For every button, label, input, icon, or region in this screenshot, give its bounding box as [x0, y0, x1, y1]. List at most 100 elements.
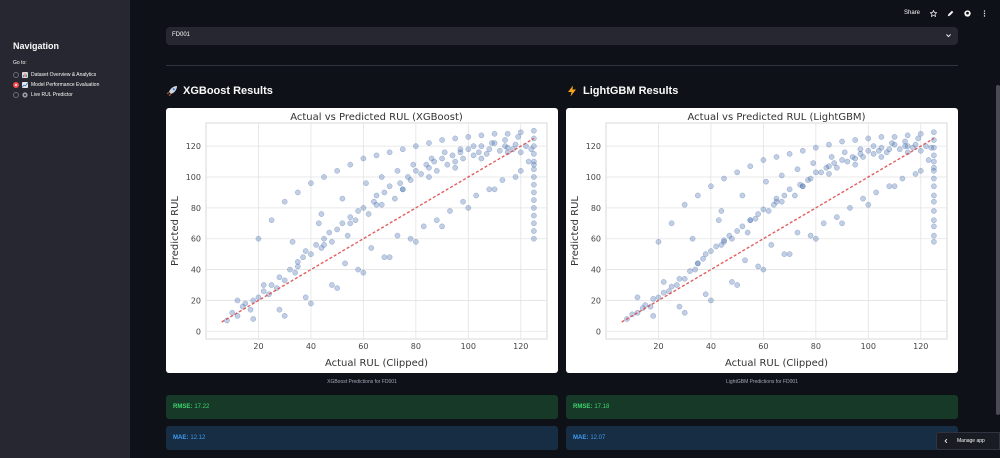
github-icon[interactable]: [964, 9, 971, 17]
radio-button-selected[interactable]: [13, 81, 19, 88]
data-point: [799, 147, 806, 154]
data-point: [260, 282, 267, 288]
data-point: [373, 152, 380, 159]
data-point: [339, 220, 346, 227]
data-point: [394, 167, 401, 174]
data-point: [294, 259, 301, 265]
radio-button[interactable]: [13, 71, 19, 78]
data-point: [399, 186, 406, 193]
x-tick-label: 120: [913, 342, 928, 351]
data-point: [360, 205, 367, 211]
data-point: [334, 167, 341, 174]
data-point: [655, 238, 662, 245]
radio-button[interactable]: [13, 91, 19, 98]
dataset-select-value: FD001: [172, 32, 191, 38]
data-point: [755, 211, 761, 217]
data-point: [418, 171, 424, 177]
data-point: [334, 226, 341, 233]
manage-app-button[interactable]: Manage app: [936, 432, 1000, 450]
data-point: [700, 255, 706, 262]
data-point: [531, 220, 537, 227]
data-point: [739, 192, 746, 199]
data-point: [865, 147, 872, 154]
data-point: [778, 198, 785, 205]
data-point: [865, 201, 872, 208]
data-point: [739, 223, 746, 230]
nav-option-dataset-overview[interactable]: Dataset Overview & Analytics: [13, 70, 96, 79]
data-point: [517, 129, 524, 136]
data-point: [475, 149, 482, 156]
dataset-select[interactable]: FD001: [166, 27, 958, 45]
data-point: [734, 282, 741, 288]
scrollbar[interactable]: [996, 85, 1000, 415]
data-point: [833, 164, 840, 171]
chart-icon: [22, 81, 28, 88]
rocket-icon: [167, 86, 177, 96]
data-point: [870, 151, 877, 157]
y-axis-label: Predicted RUL: [570, 196, 581, 266]
nav-option-model-performance[interactable]: Model Performance Evaluation: [13, 80, 99, 89]
edit-icon[interactable]: [947, 10, 954, 17]
more-icon[interactable]: [981, 9, 988, 17]
data-point: [281, 198, 288, 205]
data-point: [718, 208, 725, 214]
plot-area: [605, 122, 948, 340]
data-point: [531, 151, 537, 157]
data-point: [287, 266, 293, 273]
data-point: [439, 155, 445, 162]
data-point: [255, 294, 262, 301]
data-point: [708, 297, 714, 304]
nav-option-label: Live RUL Predictor: [31, 91, 73, 98]
data-point: [531, 212, 537, 219]
data-point: [347, 220, 354, 227]
data-point: [334, 285, 341, 291]
data-point: [449, 152, 456, 159]
data-point: [234, 313, 241, 319]
data-point: [276, 274, 283, 281]
data-point: [915, 135, 921, 142]
data-point: [531, 181, 537, 188]
share-button[interactable]: Share: [903, 10, 920, 16]
data-point: [433, 217, 440, 224]
lightgbm-caption: LightGBM Predictions for FD001: [726, 379, 798, 385]
data-point: [904, 132, 911, 139]
star-icon[interactable]: [930, 9, 937, 17]
data-point: [812, 169, 819, 176]
data-point: [681, 201, 688, 208]
data-point: [515, 134, 521, 140]
sidebar: Navigation Go to: Dataset Overview & Ana…: [0, 0, 130, 458]
data-point: [439, 223, 445, 230]
data-point: [268, 217, 275, 224]
data-point: [931, 198, 937, 205]
radio-group-label: Go to:: [13, 60, 27, 66]
data-point: [760, 157, 767, 163]
data-point: [531, 166, 537, 173]
mae-label: MAE:: [573, 435, 589, 441]
x-axis-label: Actual RUL (Clipped): [725, 358, 828, 369]
nav-option-live-predictor[interactable]: Live RUL Predictor: [13, 90, 73, 99]
data-point: [742, 257, 748, 264]
data-point: [852, 137, 859, 143]
data-point: [447, 208, 453, 214]
data-point: [329, 282, 335, 288]
data-point: [826, 171, 832, 177]
data-point: [517, 149, 524, 156]
rmse-label: RMSE:: [173, 404, 193, 410]
data-point: [810, 160, 817, 166]
data-point: [747, 217, 754, 224]
data-point: [818, 169, 824, 176]
data-point: [891, 183, 898, 190]
xgboost-scatter-plot: Actual vs Predicted RUL (XGBoost) 20 40 60 8…: [170, 112, 548, 369]
data-point: [931, 164, 937, 171]
data-point: [826, 141, 832, 148]
data-point: [860, 195, 866, 202]
mae-label: MAE:: [173, 435, 189, 441]
data-point: [339, 195, 346, 202]
lightgbm-mae-alert: MAE: 12.07: [566, 426, 958, 450]
x-tick-label: 60: [358, 342, 368, 351]
data-point: [386, 254, 393, 261]
data-point: [242, 300, 249, 307]
data-point: [917, 130, 924, 137]
data-point: [773, 154, 780, 160]
data-point: [234, 297, 241, 304]
